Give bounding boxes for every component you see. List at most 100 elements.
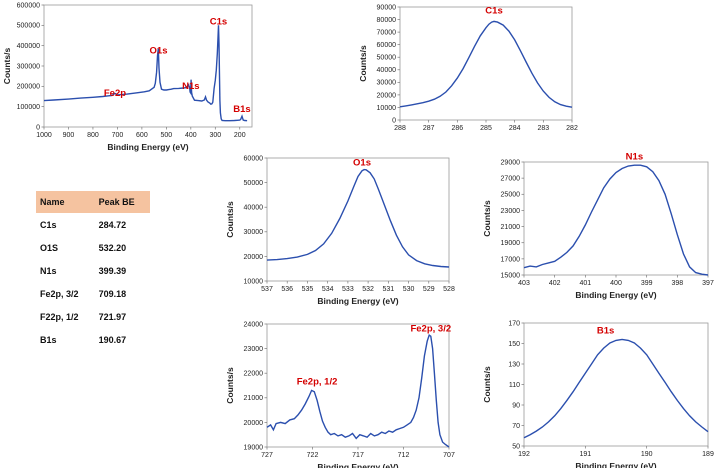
cell-name: O1S	[40, 242, 59, 253]
x-tick-label: 189	[702, 451, 714, 458]
x-tick-label: 200	[234, 132, 246, 139]
series-line-n1s	[523, 164, 709, 276]
column-header-peak-be: Peak BE	[94, 191, 150, 213]
x-tick-label: 401	[579, 280, 591, 287]
x-axis-label: Binding Energy (eV)	[575, 461, 656, 468]
peak-label: B1s	[597, 325, 614, 336]
x-tick-label: 288	[394, 125, 406, 132]
y-tick-label: 30000	[244, 229, 264, 236]
cell-peak-be: 709.18	[98, 288, 127, 299]
x-tick-label: 707	[443, 452, 455, 459]
table-row: C1s 284.72	[36, 213, 150, 236]
x-tick-label: 722	[307, 452, 319, 459]
x-tick-label: 536	[281, 286, 293, 293]
plot-frame	[523, 322, 709, 447]
chart-c1s: 0 10000 20000 30000 40000 50000 60000 70000 8000…	[358, 0, 580, 145]
x-tick-label: 700	[112, 132, 124, 139]
x-tick-label: 533	[342, 286, 354, 293]
chart-b1s-svg: 50 70 90 110 130 150 170 192 191 190 189 Counts/s Bi…	[482, 320, 714, 468]
plot-frame	[266, 157, 450, 282]
y-tick-label: 90000	[377, 4, 397, 11]
y-tick-label: 22000	[244, 371, 264, 378]
plot-frame	[266, 323, 450, 448]
chart-survey-svg: 0 100000 200000 300000 400000 500000 600000 100…	[2, 2, 253, 152]
y-axis-label: Counts/s	[482, 366, 492, 403]
plot-frame	[399, 6, 573, 121]
x-tick-label: 532	[362, 286, 374, 293]
y-tick-label: 110	[509, 382, 520, 389]
peak-label: B1s	[233, 104, 250, 115]
y-tick-label: 27000	[501, 176, 521, 183]
y-tick-label: 50000	[377, 55, 397, 62]
cell-name: Fe2p, 3/2	[40, 288, 79, 299]
x-tick-label: 402	[549, 280, 561, 287]
series-line-c1s	[399, 20, 573, 108]
chart-fe2p: 19000 20000 21000 22000 23000 24000 727 722 717 7…	[225, 316, 455, 468]
cell-peak-be: 399.39	[98, 265, 127, 276]
y-tick-label: 400000	[17, 43, 40, 50]
x-tick-label: 1000	[36, 132, 52, 139]
column-header-name: Name	[36, 191, 95, 213]
cell-name: N1s	[40, 265, 57, 276]
y-tick-label: 50	[512, 443, 520, 450]
y-tick-label: 24000	[244, 321, 264, 328]
cell-peak-be: 190.67	[98, 334, 127, 345]
x-axis-label: Binding Energy (eV)	[317, 462, 398, 468]
peak-label: N1s	[626, 152, 643, 163]
x-tick-label: 283	[537, 125, 549, 132]
y-tick-label: 19000	[244, 444, 264, 451]
cell-peak-be: 721.97	[98, 311, 127, 322]
cell-name: C1s	[40, 219, 57, 230]
y-tick-label: 40000	[244, 205, 264, 212]
y-tick-label: 60000	[244, 155, 264, 162]
x-tick-label: 400	[185, 132, 197, 139]
y-tick-label: 130	[508, 361, 520, 368]
y-tick-label: 80000	[377, 17, 397, 24]
series-line-o1s	[266, 168, 450, 268]
y-tick-label: 23000	[244, 346, 264, 353]
x-tick-label: 192	[518, 451, 530, 458]
x-tick-label: 190	[641, 451, 653, 458]
y-tick-label: 20000	[244, 254, 264, 261]
peak-be-table: Name Peak BE C1s 284.72 O1S 532.20 N1s 3…	[36, 191, 150, 351]
x-tick-label: 397	[702, 280, 714, 287]
y-axis-label: Counts/s	[358, 45, 368, 82]
x-tick-label: 286	[451, 125, 463, 132]
y-tick-label: 15000	[501, 272, 521, 279]
table-row: N1s 399.39	[36, 259, 150, 282]
y-tick-label: 150	[508, 341, 520, 348]
y-tick-label: 21000	[501, 224, 521, 231]
table-row: F22p, 1/2 721.97	[36, 305, 150, 328]
y-tick-label: 70000	[377, 30, 397, 37]
y-tick-label: 300000	[17, 63, 40, 70]
y-tick-label: 17000	[501, 256, 521, 263]
x-tick-label: 712	[398, 452, 410, 459]
x-tick-label: 727	[261, 452, 273, 459]
x-axis-label: Binding Energy (eV)	[107, 142, 188, 152]
y-tick-label: 19000	[501, 240, 521, 247]
y-tick-label: 600000	[17, 2, 40, 9]
x-tick-label: 600	[136, 132, 148, 139]
table-row: B1s 190.67	[36, 328, 150, 351]
x-tick-label: 399	[641, 280, 653, 287]
y-tick-label: 500000	[17, 23, 40, 30]
y-axis-label: Counts/s	[225, 201, 235, 238]
x-axis-label: Binding Energy (eV)	[575, 290, 656, 300]
cell-peak-be: 284.72	[98, 219, 127, 230]
y-tick-label: 0	[392, 117, 396, 124]
y-axis-label: Counts/s	[482, 200, 492, 237]
y-tick-label: 21000	[244, 395, 264, 402]
peak-label: Fe2p, 3/2	[410, 323, 451, 334]
series-line-b1s	[523, 338, 709, 439]
chart-o1s-svg: 10000 20000 30000 40000 50000 60000 537 536 535 5…	[225, 155, 455, 306]
peak-label: O1s	[150, 45, 168, 56]
y-tick-label: 200000	[17, 84, 40, 91]
chart-o1s: 10000 20000 30000 40000 50000 60000 537 536 535 5…	[225, 150, 455, 306]
x-tick-label: 900	[63, 132, 75, 139]
plot-frame	[523, 161, 709, 276]
y-tick-label: 23000	[501, 208, 521, 215]
table-row: Fe2p, 3/2 709.18	[36, 282, 150, 305]
y-tick-label: 70	[512, 423, 520, 430]
x-tick-label: 500	[161, 132, 173, 139]
peak-label: C1s	[485, 5, 502, 16]
